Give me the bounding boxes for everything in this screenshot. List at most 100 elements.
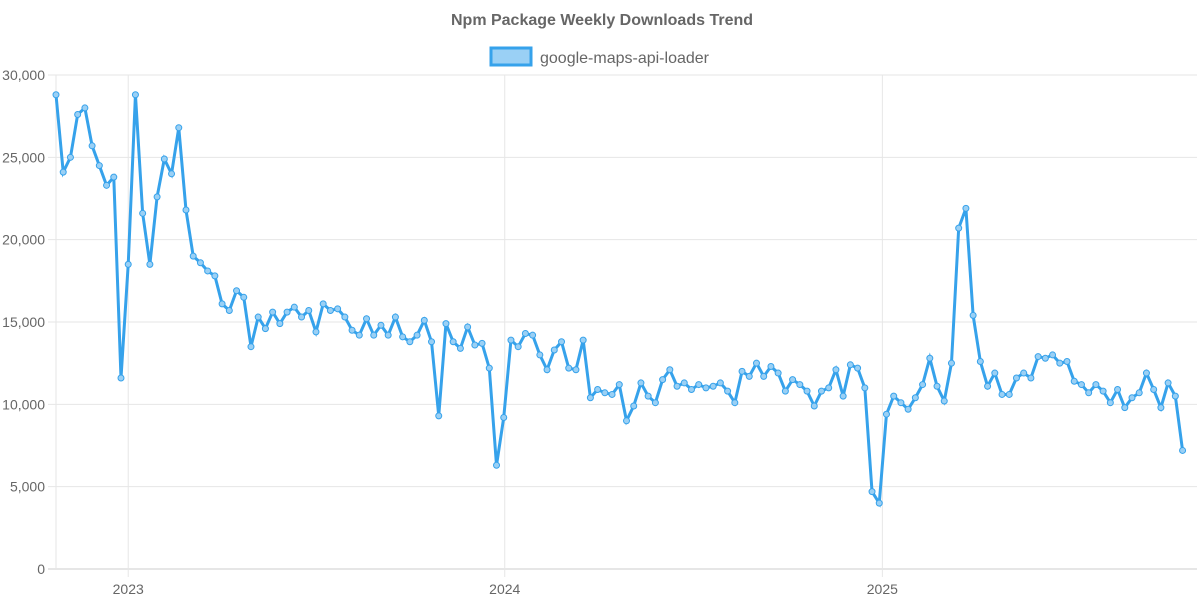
data-point[interactable] bbox=[81, 104, 89, 112]
data-point[interactable] bbox=[731, 399, 739, 407]
data-point[interactable] bbox=[59, 168, 67, 176]
data-point[interactable] bbox=[95, 162, 103, 170]
data-point[interactable] bbox=[1034, 353, 1042, 361]
data-point[interactable] bbox=[254, 313, 262, 321]
data-point[interactable] bbox=[493, 461, 501, 469]
data-point[interactable] bbox=[947, 359, 955, 367]
data-point[interactable] bbox=[558, 338, 566, 346]
data-point[interactable] bbox=[623, 417, 630, 425]
data-point[interactable] bbox=[839, 392, 847, 400]
legend-label[interactable]: google-maps-api-loader bbox=[540, 50, 710, 67]
data-point[interactable] bbox=[709, 382, 717, 390]
data-point[interactable] bbox=[514, 343, 522, 351]
data-point[interactable] bbox=[117, 374, 125, 382]
data-point[interactable] bbox=[601, 389, 609, 397]
data-point[interactable] bbox=[471, 341, 479, 349]
data-point[interactable] bbox=[153, 193, 161, 201]
data-point[interactable] bbox=[594, 386, 602, 394]
data-point[interactable] bbox=[752, 359, 760, 367]
data-point[interactable] bbox=[796, 381, 804, 389]
data-point[interactable] bbox=[1049, 351, 1057, 359]
data-point[interactable] bbox=[175, 124, 183, 132]
data-point[interactable] bbox=[536, 351, 544, 359]
data-point[interactable] bbox=[1135, 389, 1143, 397]
data-point[interactable] bbox=[464, 323, 472, 331]
data-point[interactable] bbox=[608, 390, 616, 398]
data-point[interactable] bbox=[1121, 404, 1129, 412]
data-point[interactable] bbox=[919, 381, 927, 389]
data-point[interactable] bbox=[1164, 379, 1172, 387]
data-point[interactable] bbox=[1070, 377, 1078, 385]
data-point[interactable] bbox=[724, 387, 732, 395]
data-point[interactable] bbox=[673, 382, 681, 390]
data-point[interactable] bbox=[160, 155, 168, 163]
data-point[interactable] bbox=[962, 204, 970, 212]
data-point[interactable] bbox=[586, 394, 594, 402]
data-point[interactable] bbox=[1106, 399, 1114, 407]
data-point[interactable] bbox=[630, 402, 638, 410]
data-point[interactable] bbox=[868, 488, 876, 496]
data-point[interactable] bbox=[391, 313, 399, 321]
data-point[interactable] bbox=[478, 339, 486, 347]
data-point[interactable] bbox=[189, 252, 197, 260]
data-point[interactable] bbox=[341, 313, 349, 321]
data-point[interactable] bbox=[897, 399, 905, 407]
data-point[interactable] bbox=[695, 381, 703, 389]
data-point[interactable] bbox=[1027, 374, 1035, 382]
data-point[interactable] bbox=[716, 379, 724, 387]
data-point[interactable] bbox=[666, 366, 674, 374]
data-point[interactable] bbox=[355, 331, 363, 339]
data-point[interactable] bbox=[420, 316, 428, 324]
data-point[interactable] bbox=[521, 330, 529, 338]
data-point[interactable] bbox=[565, 364, 573, 372]
data-point[interactable] bbox=[644, 392, 652, 400]
data-point[interactable] bbox=[926, 354, 934, 362]
data-point[interactable] bbox=[543, 366, 551, 374]
data-point[interactable] bbox=[904, 405, 912, 413]
data-point[interactable] bbox=[204, 267, 212, 275]
data-point[interactable] bbox=[529, 331, 537, 339]
data-point[interactable] bbox=[774, 369, 782, 377]
data-point[interactable] bbox=[88, 142, 96, 150]
data-point[interactable] bbox=[276, 320, 284, 328]
data-point[interactable] bbox=[211, 272, 219, 280]
data-point[interactable] bbox=[326, 306, 334, 314]
data-point[interactable] bbox=[1085, 389, 1093, 397]
data-point[interactable] bbox=[789, 376, 797, 384]
data-point[interactable] bbox=[1005, 390, 1013, 398]
data-point[interactable] bbox=[442, 320, 450, 328]
data-point[interactable] bbox=[74, 111, 82, 119]
data-point[interactable] bbox=[846, 361, 854, 369]
data-point[interactable] bbox=[1128, 394, 1136, 402]
data-point[interactable] bbox=[196, 259, 204, 267]
data-point[interactable] bbox=[825, 384, 833, 392]
data-point[interactable] bbox=[261, 325, 269, 333]
data-point[interactable] bbox=[832, 366, 840, 374]
data-point[interactable] bbox=[1041, 354, 1049, 362]
data-point[interactable] bbox=[817, 387, 825, 395]
data-point[interactable] bbox=[767, 362, 775, 370]
data-point[interactable] bbox=[131, 91, 139, 99]
data-point[interactable] bbox=[760, 372, 768, 380]
data-point[interactable] bbox=[890, 392, 898, 400]
data-point[interactable] bbox=[334, 305, 342, 313]
data-point[interactable] bbox=[218, 300, 226, 308]
data-point[interactable] bbox=[283, 308, 291, 316]
data-point[interactable] bbox=[298, 313, 306, 321]
data-point[interactable] bbox=[449, 338, 457, 346]
data-point[interactable] bbox=[1114, 386, 1122, 394]
data-point[interactable] bbox=[52, 91, 60, 99]
data-point[interactable] bbox=[290, 303, 298, 311]
data-point[interactable] bbox=[146, 260, 154, 268]
data-point[interactable] bbox=[319, 300, 327, 308]
data-point[interactable] bbox=[940, 397, 948, 405]
data-point[interactable] bbox=[413, 331, 421, 339]
data-point[interactable] bbox=[659, 376, 667, 384]
data-point[interactable] bbox=[507, 336, 515, 344]
data-point[interactable] bbox=[1179, 446, 1187, 454]
data-point[interactable] bbox=[875, 499, 883, 507]
data-point[interactable] bbox=[66, 153, 74, 161]
legend[interactable]: google-maps-api-loader bbox=[489, 46, 710, 67]
data-point[interactable] bbox=[406, 338, 414, 346]
data-point[interactable] bbox=[370, 331, 378, 339]
